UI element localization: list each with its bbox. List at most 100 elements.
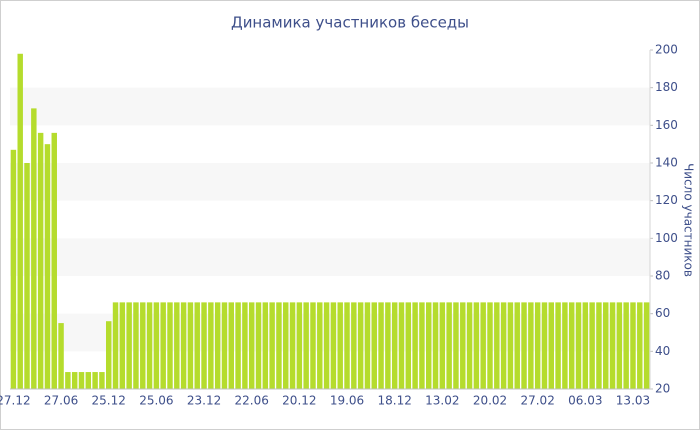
bar <box>201 302 207 389</box>
bar <box>310 302 316 389</box>
bar <box>555 302 561 389</box>
bar <box>214 302 221 389</box>
bar <box>487 302 493 389</box>
bar <box>603 302 609 389</box>
bar <box>78 372 85 389</box>
bar <box>582 302 589 389</box>
x-tick-label: 20.12 <box>282 394 316 408</box>
x-tick-label: 22.06 <box>235 394 269 408</box>
bar <box>296 302 303 389</box>
bar <box>17 53 23 390</box>
x-tick-label: 18.12 <box>378 394 412 408</box>
bar <box>562 302 568 389</box>
bar <box>541 302 548 389</box>
bar <box>337 302 343 389</box>
bar <box>221 302 228 389</box>
x-tick-label: 20.02 <box>473 394 507 408</box>
bar <box>446 302 452 389</box>
bar <box>514 302 520 389</box>
y-tick-label: 140 <box>655 156 678 170</box>
bar <box>439 302 446 389</box>
bar <box>357 302 364 389</box>
bar <box>500 302 507 389</box>
y-tick-label: 40 <box>655 344 670 358</box>
bar <box>106 321 112 389</box>
x-tick-label: 13.03 <box>616 394 650 408</box>
y-tick-label: 120 <box>655 193 678 207</box>
bar <box>160 302 166 389</box>
bar <box>140 302 146 389</box>
bar <box>609 302 616 389</box>
grid-band <box>10 163 650 201</box>
bar <box>521 302 527 389</box>
bar <box>126 302 132 389</box>
x-tick-label: 27.12 <box>0 394 31 408</box>
bar <box>616 302 623 389</box>
bar <box>323 302 330 389</box>
bar <box>364 302 371 389</box>
bar <box>85 372 92 389</box>
bar <box>453 302 459 389</box>
x-tick-label: 27.02 <box>520 394 554 408</box>
bar <box>208 302 214 389</box>
bar <box>44 144 51 389</box>
bar <box>317 302 323 389</box>
bar <box>167 302 173 389</box>
y-tick-label: 100 <box>655 231 678 245</box>
bar <box>623 302 629 389</box>
bar <box>10 149 17 389</box>
bar <box>248 302 255 389</box>
x-tick-label: 13.02 <box>425 394 459 408</box>
bar <box>480 302 486 389</box>
bar <box>112 302 119 389</box>
y-tick-label: 160 <box>655 118 678 132</box>
bar <box>255 302 262 389</box>
bar <box>351 302 357 389</box>
grid-band <box>10 87 650 126</box>
bar <box>643 302 650 389</box>
x-tick-label: 27.06 <box>44 394 78 408</box>
bar <box>289 302 296 389</box>
bar <box>637 302 643 389</box>
bar <box>71 372 78 389</box>
bar <box>37 132 44 389</box>
bar <box>180 302 187 389</box>
bar <box>507 302 514 389</box>
bar <box>589 302 595 389</box>
bar <box>534 302 541 389</box>
bar <box>330 302 337 389</box>
bar <box>99 372 105 389</box>
bar <box>466 302 473 389</box>
bar <box>630 302 636 389</box>
x-tick-label: 23.12 <box>187 394 221 408</box>
y-tick-label: 200 <box>655 43 678 57</box>
bar <box>385 302 391 389</box>
bar <box>378 302 384 389</box>
y-axis-title: Число участников <box>682 163 696 277</box>
bar <box>494 302 500 389</box>
bar <box>262 302 269 389</box>
bar <box>568 302 575 389</box>
bar <box>473 302 480 389</box>
bar <box>269 302 275 389</box>
bar <box>187 302 194 389</box>
bar <box>58 323 64 389</box>
bar <box>419 302 425 389</box>
bar <box>371 302 377 389</box>
bar <box>391 302 398 389</box>
bar <box>412 302 418 389</box>
bar <box>432 302 439 389</box>
bar <box>596 302 602 389</box>
y-tick-label: 20 <box>655 382 670 396</box>
y-tick-label: 180 <box>655 80 678 94</box>
x-tick-label: 25.06 <box>139 394 173 408</box>
grid-band <box>10 238 650 276</box>
x-tick-label: 25.12 <box>92 394 126 408</box>
x-tick-label: 06.03 <box>568 394 602 408</box>
chart-title: Динамика участников беседы <box>231 14 469 32</box>
bar <box>24 163 30 389</box>
bar <box>153 302 160 389</box>
x-tick-label: 19.06 <box>330 394 364 408</box>
